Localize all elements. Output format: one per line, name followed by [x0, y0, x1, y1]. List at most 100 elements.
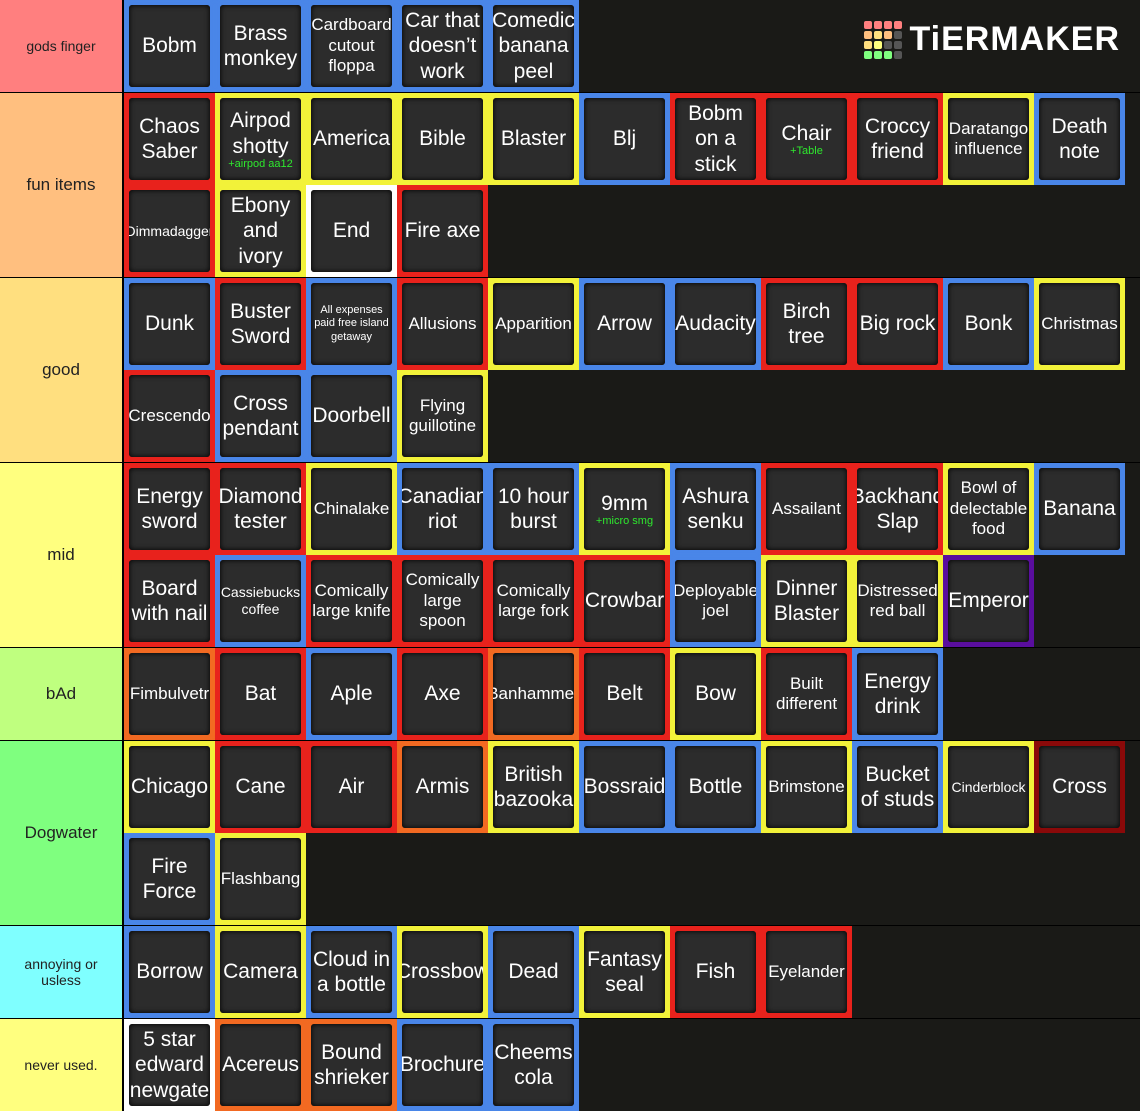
item-card: Eyelander [766, 931, 847, 1013]
item-name: Cane [235, 775, 286, 799]
item-name: British bazooka [493, 762, 574, 811]
tier-item: Backhand Slap [852, 463, 943, 555]
item-name: Energy drink [864, 669, 931, 718]
tier-item: Fimbulvetr [124, 648, 215, 740]
tier-item: Ashura senku [670, 463, 761, 555]
tier-item: Chaos Saber [124, 93, 215, 185]
item-name: Fire Force [142, 854, 197, 903]
tier-item: Cassiebucks coffee [215, 555, 306, 647]
item-name: Bowl of delectable food [949, 478, 1028, 539]
item-name: 9mm [601, 491, 648, 515]
tier-items: Energy sword Diamond tester Chinalake Canad… [124, 463, 1138, 647]
item-card: Built different [766, 653, 847, 735]
item-name: Air [338, 775, 365, 799]
tier-item: Comically large spoon [397, 555, 488, 647]
tier-item: Borrow [124, 926, 215, 1018]
tier-item: All expenses paid free island getaway [306, 278, 397, 370]
tier-item: Armis [397, 741, 488, 833]
tier-item: Chair +Table [761, 93, 852, 185]
tier-item: Crescendo [124, 370, 215, 462]
tier-item: Daratango influence [943, 93, 1034, 185]
item-name: Cross pendant [222, 391, 299, 440]
item-name: Camera [223, 960, 298, 984]
item-card: Cane [220, 746, 301, 828]
item-name: Distressed red ball [857, 580, 938, 620]
logo-icon [863, 20, 902, 59]
tier-item: Bonk [943, 278, 1034, 370]
tier-item: Board with nail [124, 555, 215, 647]
item-name: Car that doesn’t work [405, 9, 480, 83]
item-name: Emperor [948, 589, 1029, 613]
item-name: Bat [244, 682, 277, 706]
tier-item: Ebony and ivory [215, 185, 306, 277]
item-card: Assailant [766, 468, 847, 550]
tier-item: Comically large fork [488, 555, 579, 647]
item-card: Brass monkey [220, 5, 301, 87]
tier-label: never used. [0, 1019, 124, 1111]
logo-text: TiERMAKER [909, 20, 1120, 58]
tier-item: Christmas [1034, 278, 1125, 370]
item-card: 5 star edward newgate [129, 1024, 210, 1106]
tier-item: Brimstone [761, 741, 852, 833]
item-card: Bonk [948, 283, 1029, 365]
item-name: End [332, 219, 371, 243]
item-card: Cross [1039, 746, 1120, 828]
item-name: Chicago [130, 775, 209, 799]
tier-item: Cross pendant [215, 370, 306, 462]
tier-items: Bobm Brass monkey Cardboard cutout floppa C… [124, 0, 1138, 92]
item-name: Ashura senku [682, 484, 749, 533]
item-card: Banhammer [493, 653, 574, 735]
item-card: Big rock [857, 283, 938, 365]
item-name: Cross [1052, 775, 1107, 799]
item-card: Cheems cola [493, 1024, 574, 1106]
item-name: Borrow [136, 960, 203, 984]
tier-item: Bow [670, 648, 761, 740]
item-name: Allusions [408, 313, 477, 333]
tier-item: Comedic banana peel [488, 0, 579, 92]
item-name: Dunk [144, 312, 195, 336]
tier-item: Comically large knife [306, 555, 397, 647]
tier-item: Bound shrieker [306, 1019, 397, 1111]
tier-label: fun items [0, 93, 124, 277]
item-card: Fimbulvetr [129, 653, 210, 735]
item-card: Crossbow [402, 931, 483, 1013]
item-name: Crossbow [402, 960, 483, 984]
item-card: Air [311, 746, 392, 828]
item-card: Chaos Saber [129, 98, 210, 180]
item-name: Deployable joel [675, 580, 756, 620]
item-card: Arrow [584, 283, 665, 365]
item-name: Birch tree [782, 299, 831, 348]
tier-item: Big rock [852, 278, 943, 370]
tier-row: gods finger Bobm Brass monkey Cardboard cut… [0, 0, 1140, 93]
tier-item: Cardboard cutout floppa [306, 0, 397, 92]
item-card: Bible [402, 98, 483, 180]
item-name: Canadian riot [402, 484, 483, 533]
tier-item: Cheems cola [488, 1019, 579, 1111]
item-name: Assailant [772, 498, 841, 518]
item-name: Chaos Saber [139, 114, 200, 163]
item-name: Crescendo [129, 405, 210, 425]
tier-item: Death note [1034, 93, 1125, 185]
item-name: 5 star edward newgate [129, 1028, 210, 1102]
tier-items: Fimbulvetr Bat Aple Axe Banhammer Belt Bow Buil… [124, 648, 1138, 740]
item-card: Backhand Slap [857, 468, 938, 550]
item-card: Chinalake [311, 468, 392, 550]
tier-item: Dimmadagger [124, 185, 215, 277]
tier-item: Cloud in a bottle [306, 926, 397, 1018]
tier-item: Banhammer [488, 648, 579, 740]
tier-item: Crowbar [579, 555, 670, 647]
item-card: Cloud in a bottle [311, 931, 392, 1013]
tier-item: Diamond tester [215, 463, 306, 555]
item-card: America [311, 98, 392, 180]
tier-item: Fire Force [124, 833, 215, 925]
item-card: Bucket of studs [857, 746, 938, 828]
item-card: Diamond tester [220, 468, 301, 550]
tier-items: Chicago Cane Air Armis British bazooka Bossra… [124, 741, 1138, 925]
item-name: Audacity [675, 312, 756, 336]
item-card: Comically large knife [311, 560, 392, 642]
logo: TiERMAKER [863, 20, 1121, 59]
tier-item: Cane [215, 741, 306, 833]
tier-item: Apparition [488, 278, 579, 370]
item-card: Cinderblock [948, 746, 1029, 828]
